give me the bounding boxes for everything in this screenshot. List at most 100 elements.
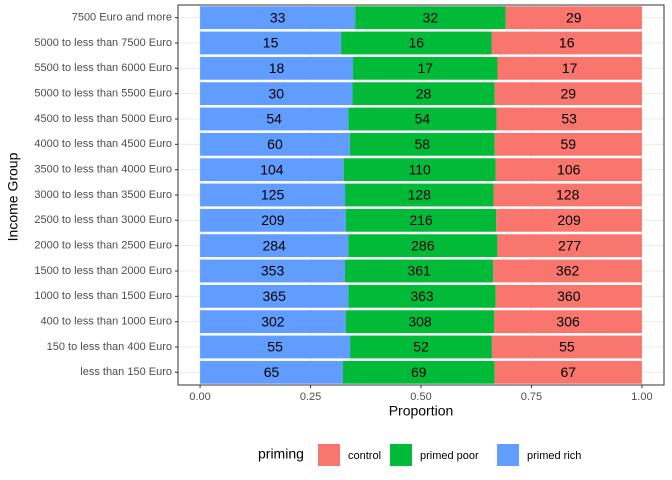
- bar-segment: [200, 284, 349, 308]
- legend-title: priming: [258, 446, 304, 462]
- y-tick-label: less than 150 Euro: [80, 366, 172, 378]
- x-tick-label: 0.75: [521, 391, 542, 403]
- y-tick-label: 2000 to less than 2500 Euro: [34, 240, 172, 252]
- data-label: 67: [560, 364, 576, 380]
- data-label: 52: [413, 339, 429, 355]
- legend-label: control: [348, 450, 381, 462]
- bar-segment: [494, 132, 642, 156]
- y-tick-label: 4500 to less than 5000 Euro: [34, 113, 172, 125]
- bar-segment: [341, 31, 492, 55]
- bar-segment: [200, 132, 350, 156]
- data-label: 365: [263, 288, 287, 304]
- y-tick-label: 7500 Euro and more: [72, 12, 172, 24]
- y-tick-label: 4000 to less than 4500 Euro: [34, 138, 172, 150]
- data-label: 277: [558, 237, 582, 253]
- legend-key: [390, 444, 412, 466]
- bar-segment: [496, 107, 642, 131]
- y-tick-label: 5000 to less than 7500 Euro: [34, 37, 172, 49]
- bar-segment: [343, 158, 496, 182]
- data-label: 125: [261, 187, 285, 203]
- bar-segment: [200, 158, 344, 182]
- bar-segment: [345, 208, 497, 232]
- x-tick-label: 0.25: [300, 391, 321, 403]
- bar-segment: [497, 234, 642, 258]
- x-tick-label: 0.50: [410, 391, 431, 403]
- data-label: 28: [416, 85, 432, 101]
- data-label: 55: [559, 339, 575, 355]
- data-label: 58: [414, 136, 430, 152]
- data-label: 104: [260, 161, 284, 177]
- bar-segment: [345, 310, 495, 334]
- bar-segment: [200, 183, 346, 207]
- data-label: 29: [566, 9, 582, 25]
- bar-segment: [353, 56, 498, 80]
- data-label: 110: [408, 161, 431, 177]
- data-label: 362: [556, 263, 580, 279]
- data-label: 54: [266, 111, 282, 127]
- data-label: 284: [262, 237, 286, 253]
- x-axis-title: Proportion: [389, 403, 454, 419]
- bar-segment: [200, 310, 346, 334]
- data-label: 363: [410, 288, 434, 304]
- y-tick-label: 3500 to less than 4000 Euro: [34, 164, 172, 176]
- data-label: 53: [561, 111, 577, 127]
- bar-segment: [342, 360, 495, 384]
- y-tick-label: 3000 to less than 3500 Euro: [34, 189, 172, 201]
- data-label: 209: [261, 212, 285, 228]
- data-label: 106: [557, 161, 581, 177]
- data-label: 128: [556, 187, 580, 203]
- data-label: 16: [409, 35, 425, 51]
- y-tick-label: 1500 to less than 2000 Euro: [34, 265, 172, 277]
- data-label: 17: [562, 60, 578, 76]
- bar-segment: [200, 82, 353, 106]
- bar-segment: [491, 335, 642, 359]
- bar-segment: [200, 107, 349, 131]
- bar-segment: [200, 259, 346, 283]
- data-label: 16: [559, 35, 575, 51]
- data-label: 33: [270, 9, 286, 25]
- bar-segment: [494, 360, 642, 384]
- bar-segment: [352, 82, 495, 106]
- data-label: 59: [560, 136, 576, 152]
- y-tick-label: 400 to less than 1000 Euro: [41, 316, 172, 328]
- data-label: 15: [263, 35, 279, 51]
- data-label: 65: [264, 364, 280, 380]
- bar-segment: [495, 158, 642, 182]
- bar-segment: [493, 259, 642, 283]
- data-label: 32: [423, 9, 439, 25]
- data-label: 17: [417, 60, 433, 76]
- data-label: 306: [556, 313, 580, 329]
- bar-segment: [348, 107, 497, 131]
- y-tick-label: 1000 to less than 1500 Euro: [34, 290, 172, 302]
- legend-key: [497, 444, 519, 466]
- bar-segment: [348, 234, 498, 258]
- data-label: 69: [411, 364, 427, 380]
- bar-segment: [355, 6, 506, 30]
- bar-segment: [200, 31, 342, 55]
- bar-segment: [200, 6, 356, 30]
- panel-border: [177, 4, 665, 386]
- y-tick-label: 2500 to less than 3000 Euro: [34, 214, 172, 226]
- data-label: 360: [557, 288, 581, 304]
- bar-segment: [495, 284, 642, 308]
- bar-segment: [494, 82, 642, 106]
- y-tick-label: 5500 to less than 6000 Euro: [34, 62, 172, 74]
- bar-segment: [200, 56, 354, 80]
- data-label: 302: [261, 313, 285, 329]
- data-label: 30: [268, 85, 284, 101]
- data-label: 60: [267, 136, 283, 152]
- data-label: 128: [408, 187, 432, 203]
- bar-segment: [497, 56, 642, 80]
- data-label: 54: [415, 111, 431, 127]
- bar-segment: [200, 360, 343, 384]
- bar-segment: [200, 208, 346, 232]
- bar-segment: [345, 183, 494, 207]
- bar-segment: [493, 183, 642, 207]
- data-label: 29: [560, 85, 576, 101]
- bar-segment: [350, 335, 492, 359]
- data-label: 209: [557, 212, 581, 228]
- data-label: 353: [261, 263, 285, 279]
- bar-segment: [494, 310, 642, 334]
